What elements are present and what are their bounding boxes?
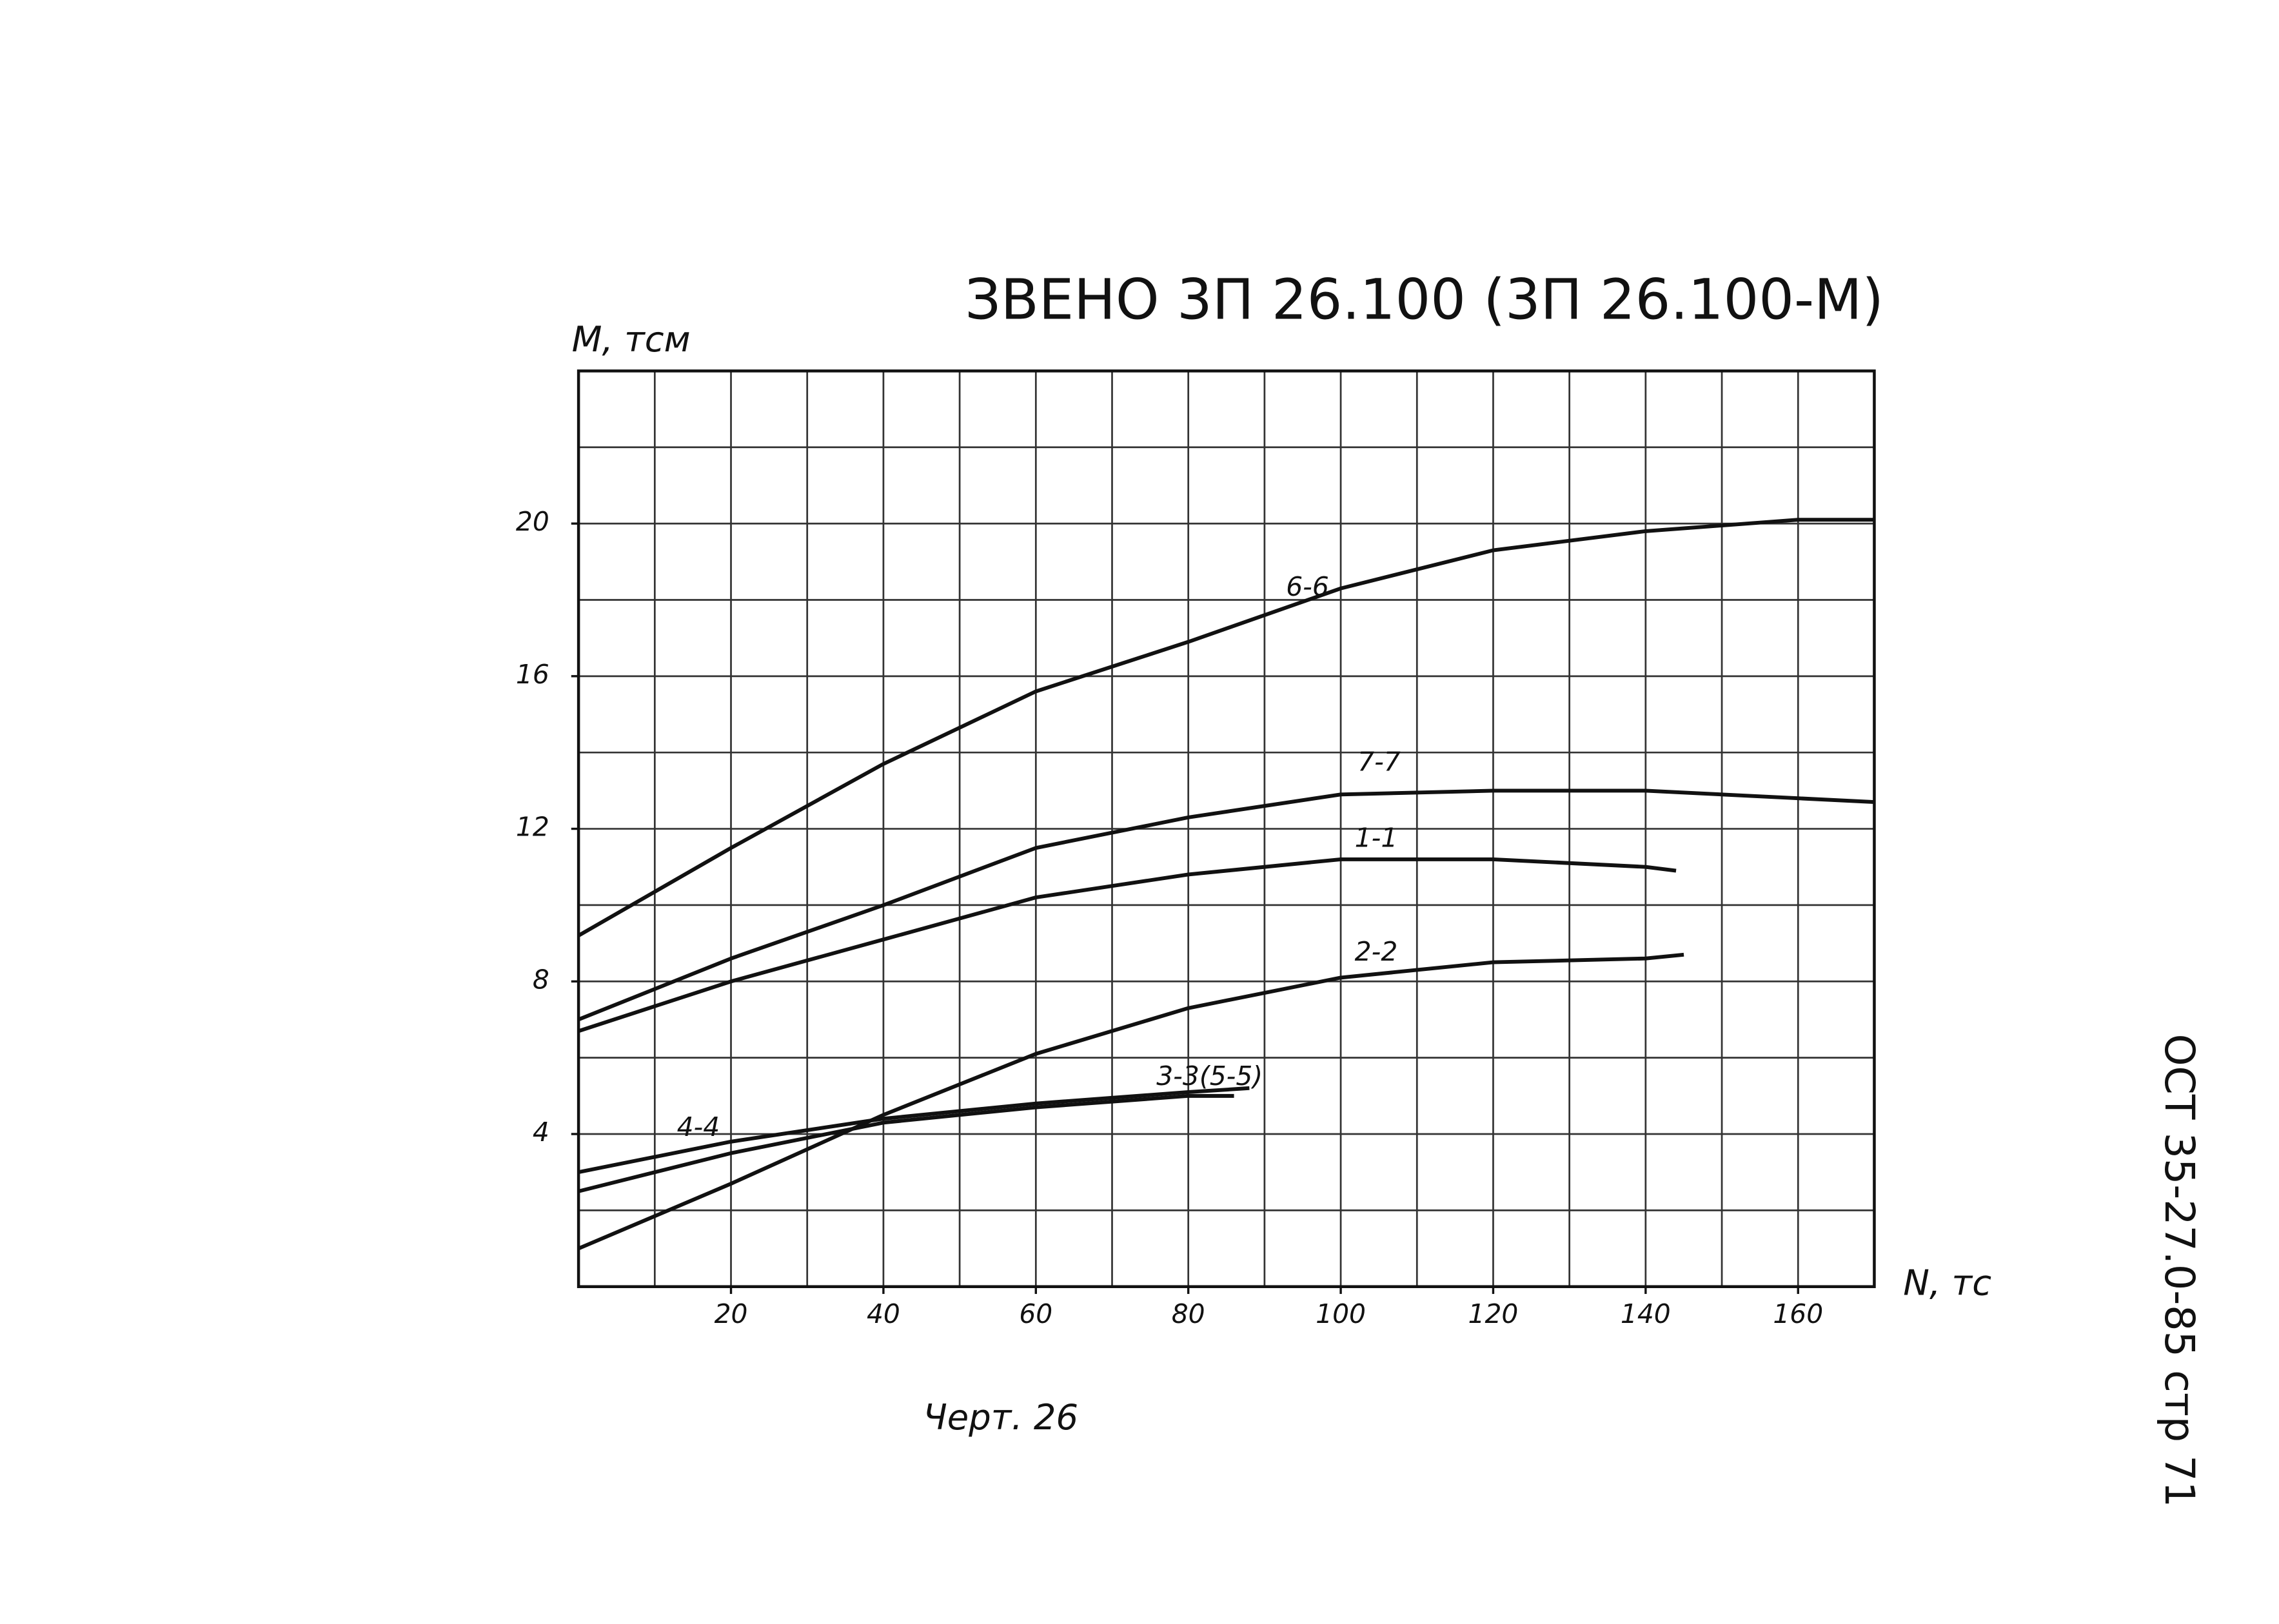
y-tick-label: 16: [516, 659, 549, 690]
x-axis-label: N, тс: [1903, 1263, 1991, 1304]
y-tick-label: 20: [516, 506, 549, 537]
curve: [577, 952, 1684, 1251]
caption: Черт. 26: [923, 1397, 1078, 1438]
curve: [578, 857, 1677, 1033]
y-tick-label: 4: [533, 1117, 549, 1148]
chart-title: ЗВЕНО 3П 26.100 (3П 26.100-М): [965, 268, 1884, 333]
x-tick-label: 20: [715, 1298, 748, 1329]
y-tick-label: 8: [533, 964, 549, 995]
curve: [578, 788, 1875, 1022]
curve: [577, 518, 1875, 937]
x-tick-label: 160: [1773, 1298, 1823, 1329]
x-tick-label: 40: [867, 1298, 900, 1329]
curve-label: 3-3(5-5): [1156, 1061, 1263, 1091]
curve-label: 7-7: [1357, 747, 1401, 778]
curve-label: 4-4: [677, 1111, 720, 1142]
curve: [578, 1093, 1234, 1193]
y-tick-label: 12: [516, 812, 549, 843]
curve-label: 6-6: [1286, 571, 1329, 602]
x-tick-label: 120: [1468, 1298, 1519, 1329]
curve-label: 2-2: [1355, 936, 1398, 967]
x-tick-label: 140: [1621, 1298, 1671, 1329]
x-tick-label: 80: [1172, 1298, 1205, 1329]
y-axis-label: М, тсм: [572, 319, 691, 360]
x-tick-label: 100: [1316, 1298, 1366, 1329]
curve: [578, 1086, 1250, 1175]
side-note: ОСТ 35-27.0-85 стр 71: [2156, 1034, 2204, 1507]
x-tick-label: 60: [1019, 1298, 1052, 1329]
curve-label: 1-1: [1355, 823, 1398, 854]
